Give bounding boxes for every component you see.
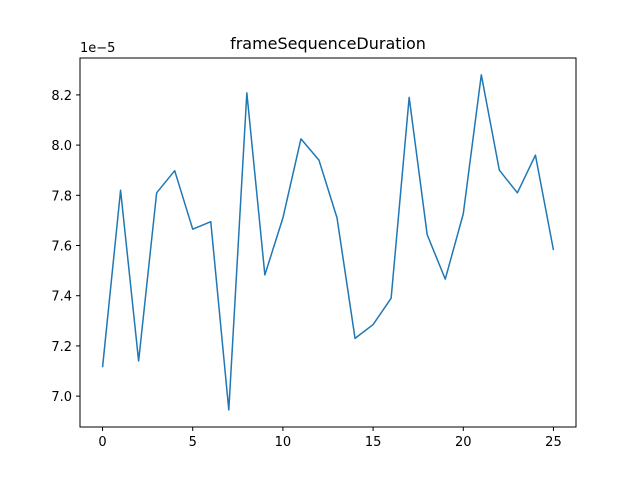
y-tick-label: 8.0	[51, 139, 72, 154]
y-axis-offset-label: 1e−5	[80, 41, 115, 56]
x-axis: 0 5 10 15 20 25	[98, 427, 562, 450]
x-tick-label: 25	[545, 435, 562, 450]
y-tick-label: 8.2	[51, 89, 72, 104]
y-tick-label: 7.2	[51, 340, 72, 355]
y-tick-label: 7.8	[51, 189, 72, 204]
x-tick-label: 5	[189, 435, 197, 450]
axes-frame	[79, 57, 577, 428]
y-tick-label: 7.0	[51, 390, 72, 405]
y-tick-label: 7.4	[51, 290, 72, 305]
data-series-line	[101, 74, 555, 411]
plot-area: 0 5 10 15 20 25 7.0 7.2 7.4 7.6 7.8 8.0 8.2	[51, 57, 577, 450]
x-tick-label: 20	[455, 435, 472, 450]
data-points	[102, 74, 554, 410]
y-tick-label: 7.6	[51, 240, 72, 255]
y-axis: 7.0 7.2 7.4 7.6 7.8 8.0 8.2	[51, 89, 80, 405]
chart-title: frameSequenceDuration	[230, 34, 426, 53]
x-tick-label: 0	[98, 435, 106, 450]
x-tick-label: 15	[365, 435, 382, 450]
x-tick-label: 10	[275, 435, 292, 450]
